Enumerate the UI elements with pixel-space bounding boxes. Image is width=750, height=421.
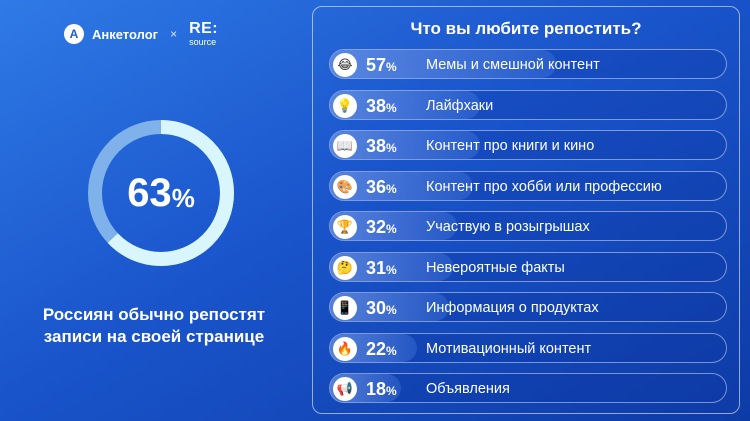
book-icon: 📖 [333,134,357,158]
bar-row: 📖 38% Контент про книги и кино [329,130,727,160]
donut-chart: 63 % [86,118,236,268]
bar-list: 😂 57% Мемы и смешной контент 💡 38% Лайфхаки 📖 3… [329,49,727,414]
bar-value-label: 38% [366,95,397,116]
bar-category-label: Объявления [426,381,510,397]
bar-category-label: Контент про книги и кино [426,138,595,154]
bar-value-label: 36% [366,176,397,197]
bar-row: 📱 30% Информация о продуктах [329,292,727,322]
palette-icon: 🎨 [333,174,357,199]
bar-value-unit: % [386,384,397,398]
chart-title: Что вы любите репостить? [410,19,642,38]
bar-category-label: Информация о продуктах [426,300,599,316]
bar-category-label: Мотивационный контент [426,340,592,357]
bar-value-unit: % [386,343,397,358]
bar-fill [330,50,556,78]
anketolog-brand: Анкетолог [92,26,159,42]
bar-row: 💡 38% Лайфхаки [329,89,727,120]
bar-value-label: 18% [366,379,397,399]
anketolog-logo-icon: A [64,24,84,44]
resource-logo-bottom: source [189,37,217,47]
bar-value-label: 22% [366,338,397,359]
bar-category-label: Контент про хобби или профессию [426,178,662,195]
bar-value-label: 38% [366,136,397,156]
bar-value-label: 57% [366,55,397,75]
left-panel: A Анкетолог × RE: source 63 % Россиян об… [0,0,306,421]
bar-row: 🔥 22% Мотивационный контент [329,332,727,363]
bar-row: 📢 18% Объявления [329,373,727,403]
lightbulb-icon: 💡 [333,93,357,118]
resource-logo-top: RE: [189,20,219,37]
bar-category-label: Лайфхаки [426,97,494,114]
donut-percent-sign: % [171,182,195,213]
donut-progress [88,120,234,266]
donut-number: 63 [127,170,172,215]
bar-value-label: 32% [366,217,397,237]
bar-chart-panel: Что вы любите репостить? 😂 57% Мемы и смеш… [312,6,740,414]
bar-row: 🎨 36% Контент про хобби или профессию [329,170,727,201]
donut-value: 63 % [86,118,236,268]
fire-icon: 🔥 [333,336,357,361]
bar-value-unit: % [386,60,397,74]
bar-value-unit: % [386,100,397,115]
resource-logo: RE: source [189,21,218,47]
thinking-face-icon: 🤔 [333,255,357,280]
bar-category-label: Невероятные факты [426,259,565,276]
bar-row: 🤔 31% Невероятные факты [329,251,727,282]
bar-value-label: 30% [366,298,397,318]
bar-value-unit: % [386,303,397,317]
logos: A Анкетолог × RE: source [64,21,218,47]
bar-row: 😂 57% Мемы и смешной контент [329,49,727,79]
bar-value-unit: % [386,262,397,277]
bar-value-label: 31% [366,257,397,278]
megaphone-icon: 📢 [333,377,357,401]
donut-svg [88,120,234,266]
laughing-face-icon: 😂 [333,53,357,77]
bar-value-unit: % [386,222,397,236]
smartphone-icon: 📱 [333,296,357,320]
donut-caption: Россиян обычно репостят записи на своей … [18,304,290,348]
bar-row: 🏆 32% Участвую в розыгрышах [329,211,727,241]
bar-value-unit: % [386,181,397,196]
trophy-icon: 🏆 [333,215,357,239]
bar-value-unit: % [386,141,397,155]
bar-category-label: Мемы и смешной контент [426,57,600,73]
bar-category-label: Участвую в розыгрышах [426,219,590,235]
caption-line-2: записи на своей странице [43,327,265,346]
brand-separator: × [170,27,178,41]
caption-line-1: Россиян обычно репостят [42,305,266,324]
